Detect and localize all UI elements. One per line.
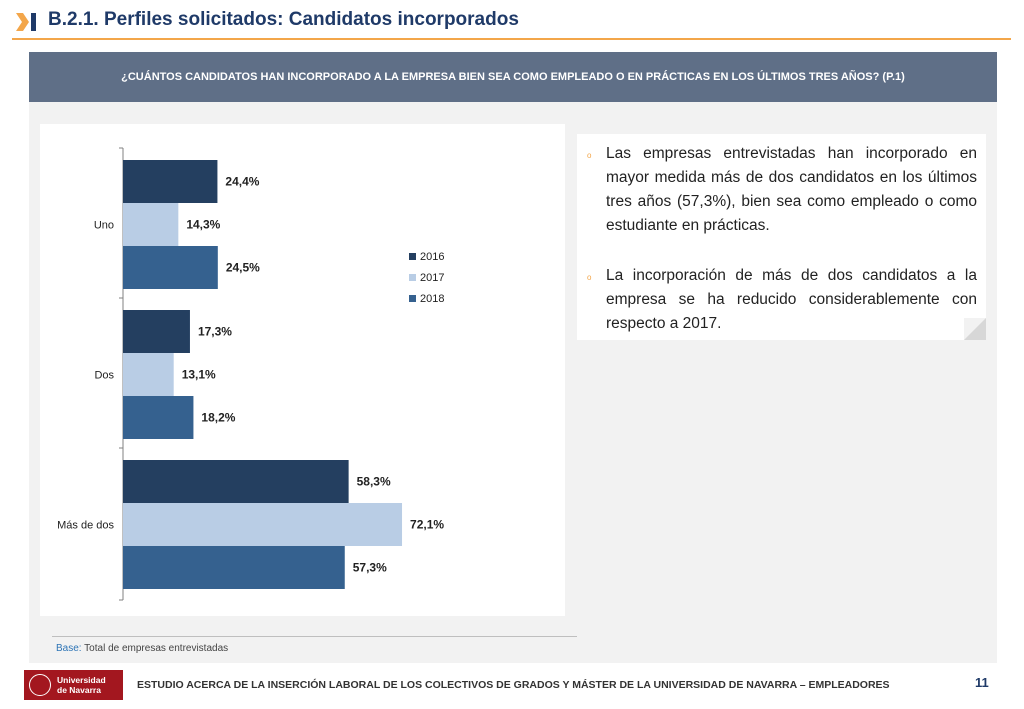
bullet-item: o La incorporación de más de dos candida…	[587, 264, 977, 336]
question-banner: ¿CUÁNTOS CANDIDATOS HAN INCORPORADO A LA…	[29, 52, 997, 102]
bar-2018	[123, 396, 194, 439]
data-label: 57,3%	[353, 561, 387, 575]
category-label: Más de dos	[57, 520, 114, 532]
data-label: 17,3%	[198, 325, 232, 339]
bullet-item: o Las empresas entrevistadas han incorpo…	[587, 142, 977, 238]
category-label: Dos	[94, 370, 114, 382]
bar-2016	[123, 310, 190, 353]
bullet-text: La incorporación de más de dos candidato…	[606, 267, 977, 332]
legend-label: 2018	[420, 293, 444, 305]
bar-2016	[123, 460, 349, 503]
base-divider	[52, 636, 577, 637]
chart-area: Uno 24,4% 14,3% 24,5% Dos 17,3% 13,1% 18,2% Más …	[40, 124, 565, 616]
logo-line: Universidad	[57, 675, 106, 685]
footer-text: ESTUDIO ACERCA DE LA INSERCIÓN LABORAL D…	[137, 679, 890, 691]
legend-swatch	[409, 295, 416, 302]
base-text: Total de empresas entrevistadas	[81, 643, 229, 654]
university-logo: Universidad de Navarra	[24, 670, 123, 700]
legend-label: 2017	[420, 272, 444, 284]
bullet-text: Las empresas entrevistadas han incorpora…	[606, 145, 977, 234]
data-label: 13,1%	[182, 368, 216, 382]
base-note: Base: Total de empresas entrevistadas	[56, 643, 228, 654]
logo-text: Universidad de Navarra	[57, 675, 106, 695]
bar-2017	[123, 353, 174, 396]
chevron-arrow-icon	[16, 13, 36, 31]
bar-2017	[123, 503, 403, 546]
base-label: Base:	[56, 643, 82, 654]
commentary-box: o Las empresas entrevistadas han incorpo…	[577, 134, 986, 340]
page-curl-decoration	[964, 318, 986, 340]
data-label: 24,4%	[225, 175, 259, 189]
bar-2017	[123, 203, 179, 246]
page-number: 11	[975, 675, 989, 690]
logo-line: de Navarra	[57, 685, 101, 695]
page-title: B.2.1. Perfiles solicitados: Candidatos …	[48, 9, 519, 30]
data-label: 72,1%	[410, 518, 444, 532]
bar-2018	[123, 246, 218, 289]
data-label: 14,3%	[186, 218, 220, 232]
legend-label: 2016	[420, 251, 444, 263]
bar-2018	[123, 546, 345, 589]
bar-2016	[123, 160, 218, 203]
legend-swatch	[409, 253, 416, 260]
circle-bullet-icon: o	[587, 273, 592, 282]
university-seal-icon	[29, 674, 51, 696]
legend-swatch	[409, 274, 416, 281]
category-label: Uno	[94, 220, 114, 232]
bar-chart: Uno 24,4% 14,3% 24,5% Dos 17,3% 13,1% 18,2% Más …	[57, 147, 444, 601]
title-divider	[12, 38, 1011, 40]
data-label: 24,5%	[226, 261, 260, 275]
data-label: 18,2%	[201, 411, 235, 425]
data-label: 58,3%	[357, 475, 391, 489]
circle-bullet-icon: o	[587, 151, 592, 160]
